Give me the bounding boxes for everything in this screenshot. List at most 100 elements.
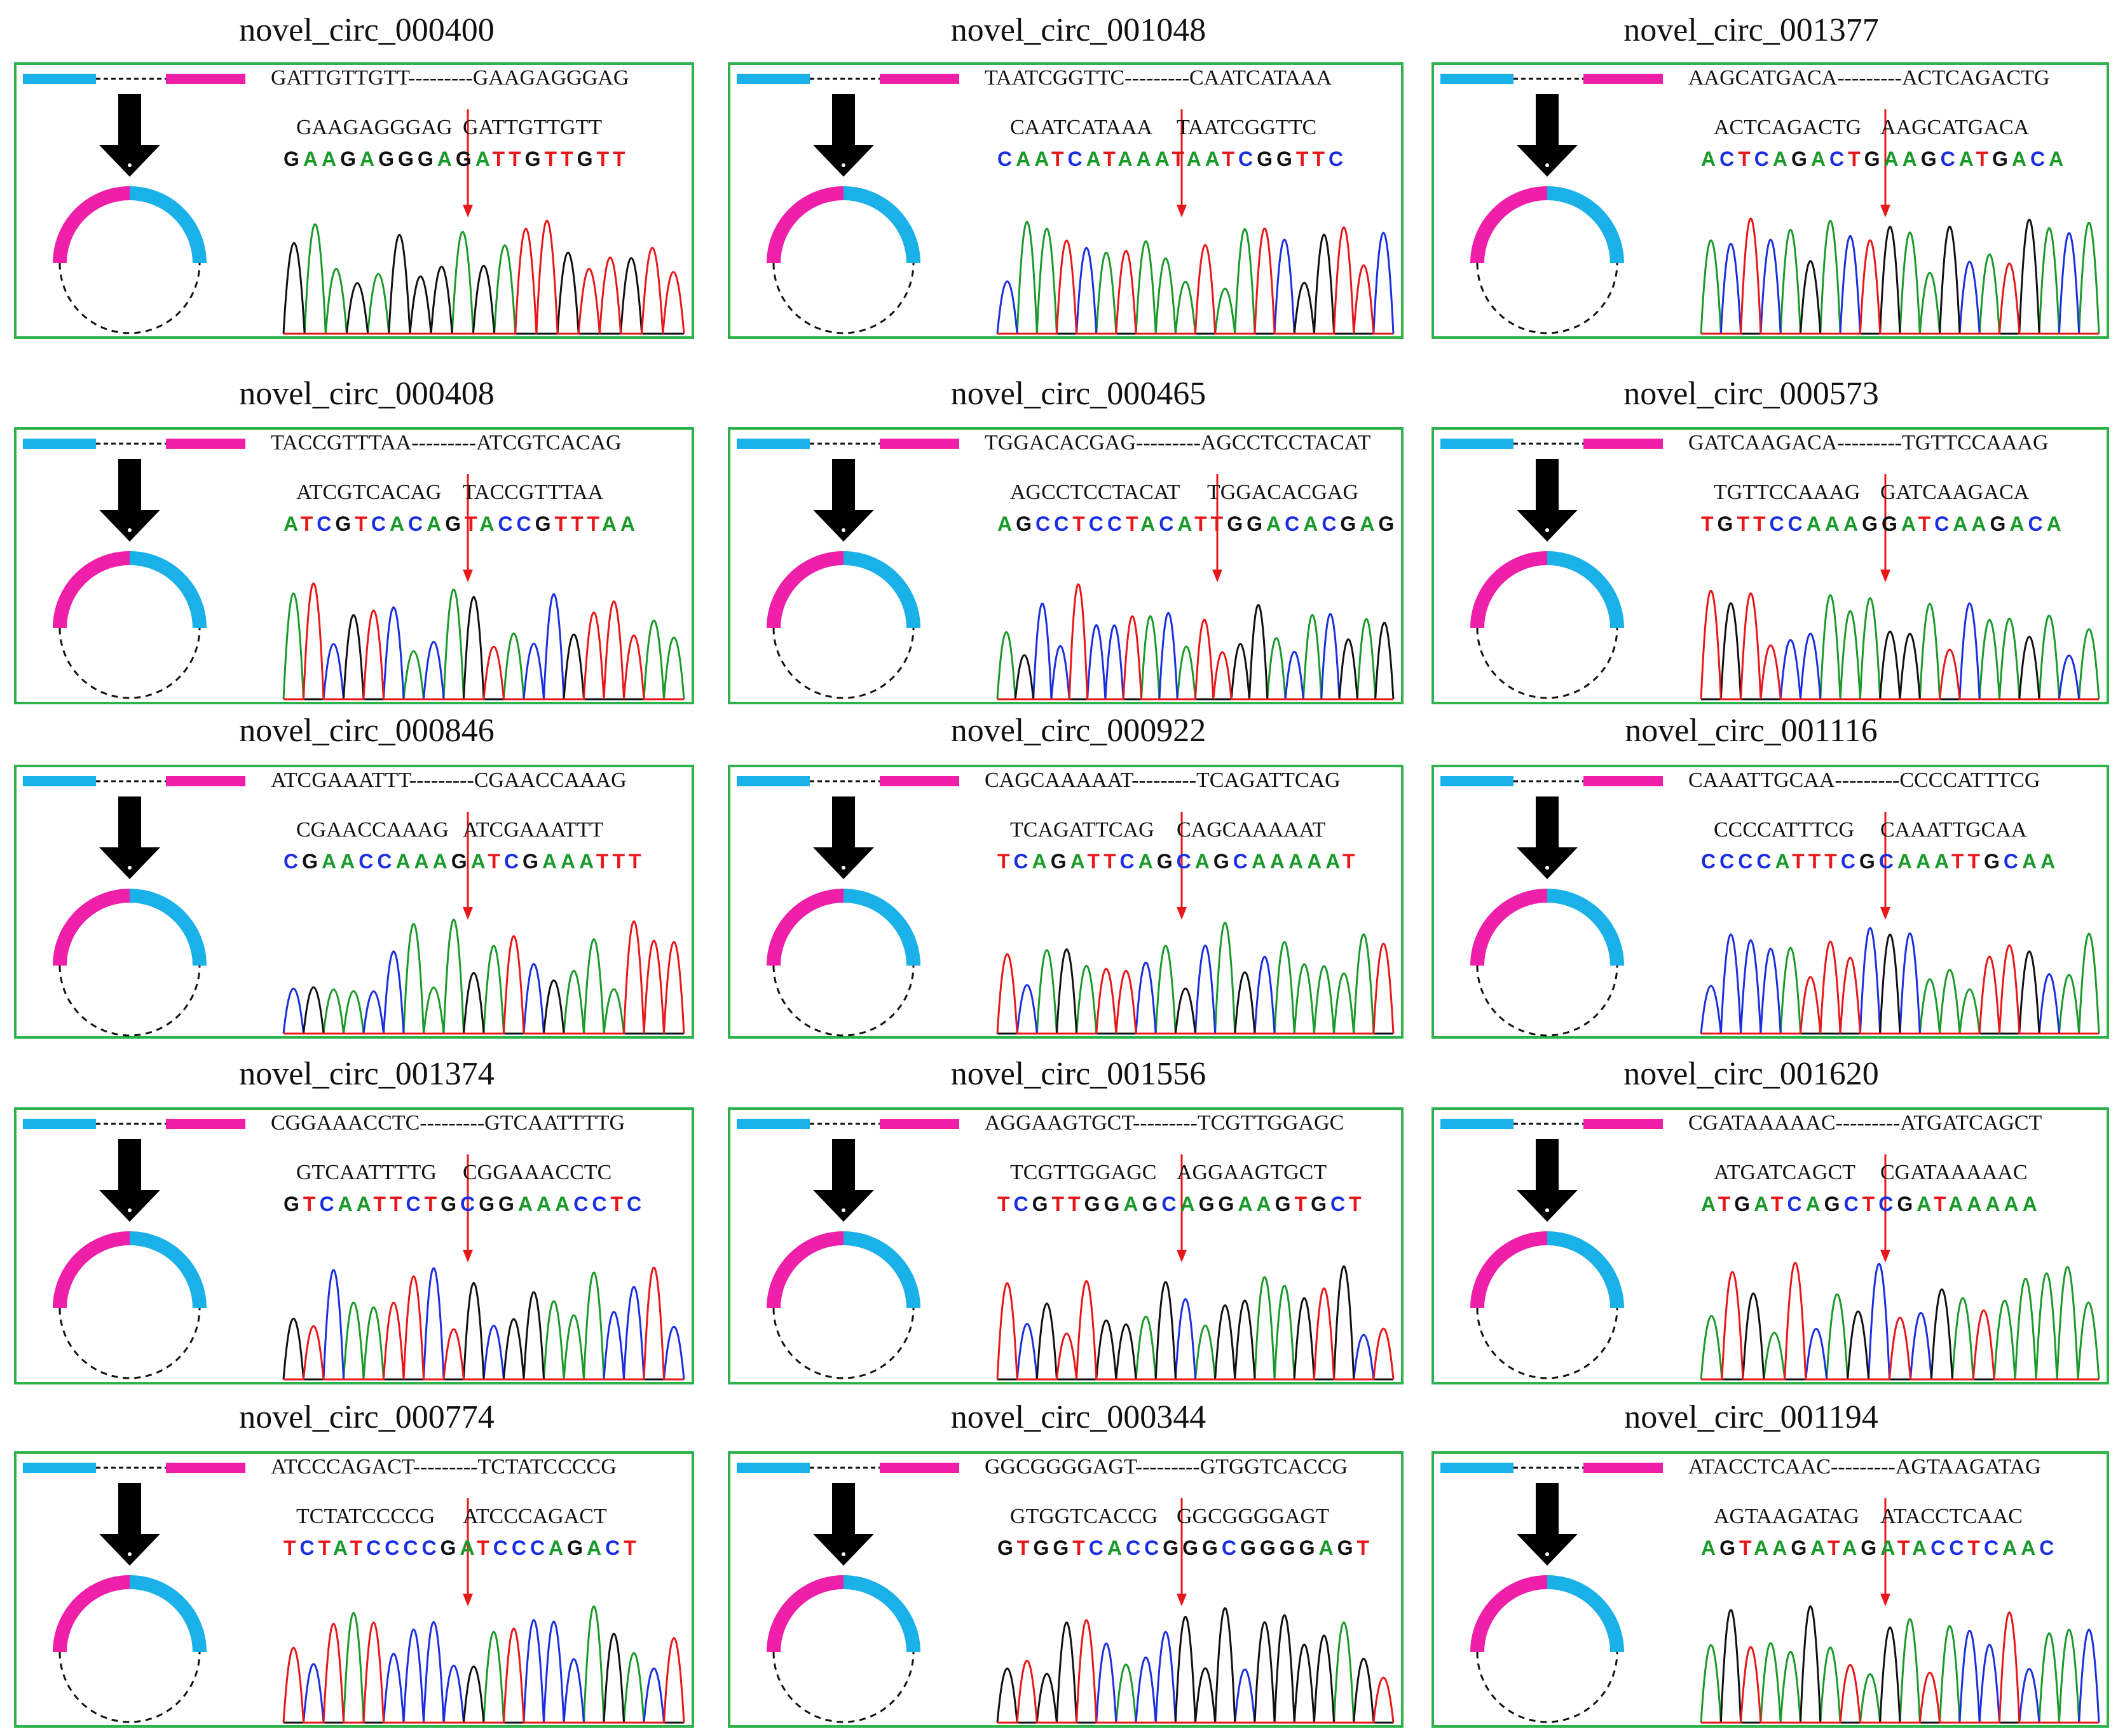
base-call: A <box>2011 147 2031 170</box>
junction-right-seq: CGGAAACCTC <box>463 1161 612 1184</box>
base-call: T <box>1737 512 1753 535</box>
base-call: G <box>1920 147 1941 170</box>
panel-title: novel_circ_000846 <box>239 713 495 749</box>
circle-pink-arc <box>767 186 844 264</box>
circle-pink-arc <box>767 889 844 966</box>
base-call: C <box>498 512 517 535</box>
base-call: T <box>1210 512 1227 535</box>
base-call: C <box>997 147 1016 170</box>
base-call: C <box>408 512 427 535</box>
junction-arrowhead <box>463 907 473 920</box>
base-call: T <box>1701 512 1718 535</box>
trace-C <box>997 1298 1393 1381</box>
junction-right-seq: ATCGAAATTT <box>463 818 603 842</box>
base-call: A <box>1177 512 1195 535</box>
trace-T <box>284 582 684 701</box>
full-sequence-label: CGATAAAAAC---------ATGATCAGCT <box>1688 1111 2042 1135</box>
trace-A <box>997 1276 1393 1381</box>
base-call: A <box>1303 512 1322 535</box>
trace-T <box>996 942 1395 1035</box>
exon-blue-bar <box>737 1463 810 1473</box>
base-call: A <box>1934 850 1951 873</box>
base-call: T <box>1967 1536 1984 1559</box>
base-call: C <box>516 512 535 535</box>
base-call: C <box>406 1193 425 1215</box>
base-call: A <box>1805 1193 1824 1215</box>
exon-blue-bar <box>1440 439 1513 449</box>
trace-C <box>284 593 684 701</box>
base-call: A <box>2046 512 2065 535</box>
base-call: T <box>1103 147 1118 170</box>
exon-pink-bar <box>1583 1463 1663 1473</box>
down-arrow-icon <box>1517 1483 1578 1566</box>
panel-box: CGATAAAAAC---------ATGATCAGCT ATGATCAGCT C… <box>1431 1107 2109 1384</box>
down-arrow-icon <box>1517 796 1578 879</box>
circle-dashed-arc <box>58 1308 201 1379</box>
trace-T <box>282 1622 685 1724</box>
down-arrow-icon <box>813 1139 874 1222</box>
full-sequence-label: CAAATTGCAA---------CCCCATTTCG <box>1688 769 2040 792</box>
trace-T <box>284 1266 684 1381</box>
base-call: C <box>1738 850 1757 873</box>
base-call: A <box>1810 147 1829 170</box>
circle-blue-arc <box>1547 1231 1624 1309</box>
panel-title: novel_circ_001194 <box>1624 1399 1878 1435</box>
base-call: C <box>1754 147 1773 170</box>
circle-dashed-arc <box>772 965 915 1037</box>
circle-pink-arc <box>1470 1231 1548 1309</box>
panel-title: novel_circ_000573 <box>1623 376 1879 412</box>
base-call: A <box>536 1193 556 1215</box>
circle-blue-arc <box>1547 1575 1624 1653</box>
full-sequence-label: GGCGGGGAGT---------GTGGTCACCG <box>985 1455 1348 1479</box>
base-call: A <box>1916 1193 1934 1215</box>
circle-pink-arc <box>53 186 130 264</box>
base-call: G <box>1311 1193 1330 1215</box>
junction-right-seq: GATCAAGACA <box>1880 481 2030 504</box>
base-call: G <box>284 147 303 170</box>
base-call: T <box>488 850 504 873</box>
base-call: C <box>1119 850 1138 873</box>
exon-blue-bar <box>737 439 810 449</box>
base-call: A <box>475 147 493 170</box>
junction-right-seq: CAGCAAAAAT <box>1177 818 1326 842</box>
base-call: T <box>355 512 371 535</box>
base-calls: CCCCATTTCGCAAATTGCAA <box>1701 850 2059 873</box>
trace-T <box>996 1280 1395 1381</box>
exon-blue-bar <box>23 439 96 449</box>
base-call: T <box>596 850 613 873</box>
base-calls: TGTTCCAAAGGATCAAGACA <box>1701 512 2065 536</box>
panel-title: novel_circ_001377 <box>1623 12 1879 48</box>
panel-graphics <box>1440 74 2100 335</box>
base-call: C <box>1787 512 1807 535</box>
base-call: T <box>596 147 613 170</box>
base-call: C <box>1983 1536 2003 1559</box>
junction-right-seq: TGGACACGAG <box>1207 481 1358 504</box>
base-call: A <box>1901 512 1918 535</box>
base-call: C <box>1238 147 1257 170</box>
junction-arrowhead <box>1880 907 1890 920</box>
junction-right-seq: CAAATTGCAA <box>1880 818 2027 842</box>
base-call: C <box>359 850 378 873</box>
base-call: T <box>492 147 509 170</box>
arrow-dot <box>1545 528 1549 532</box>
base-call: T <box>1087 850 1103 873</box>
base-call: A <box>542 850 561 873</box>
base-call: C <box>1221 1536 1240 1559</box>
exon-blue-bar <box>737 1119 810 1129</box>
junction-right-seq: TACCGTTTAA <box>463 481 604 504</box>
panel-title: novel_circ_000465 <box>950 376 1206 412</box>
circle-pink-arc <box>53 1231 130 1309</box>
base-call: G <box>445 512 465 535</box>
exon-pink-bar <box>1583 74 1663 84</box>
base-calls: ATCGTCACAGTACCGTTTAA <box>284 512 639 536</box>
arrow-dot <box>128 528 132 532</box>
panel-box: CAGCAAAAAT---------TCAGATTCAG TCAGATTCAG C… <box>728 765 1404 1039</box>
base-call: G <box>398 147 418 170</box>
base-calls: ATGATCAGCTCGATAAAAA <box>1701 1193 2041 1216</box>
base-call: G <box>1201 1536 1222 1559</box>
base-call: C <box>1930 1536 1950 1559</box>
base-call: G <box>1247 512 1266 535</box>
panel-title: novel_circ_000344 <box>950 1399 1206 1435</box>
base-call: T <box>1072 1536 1089 1559</box>
panel-box: ATCGAAATTT---------CGAACCAAAG CGAACCAAAG A… <box>14 765 694 1039</box>
